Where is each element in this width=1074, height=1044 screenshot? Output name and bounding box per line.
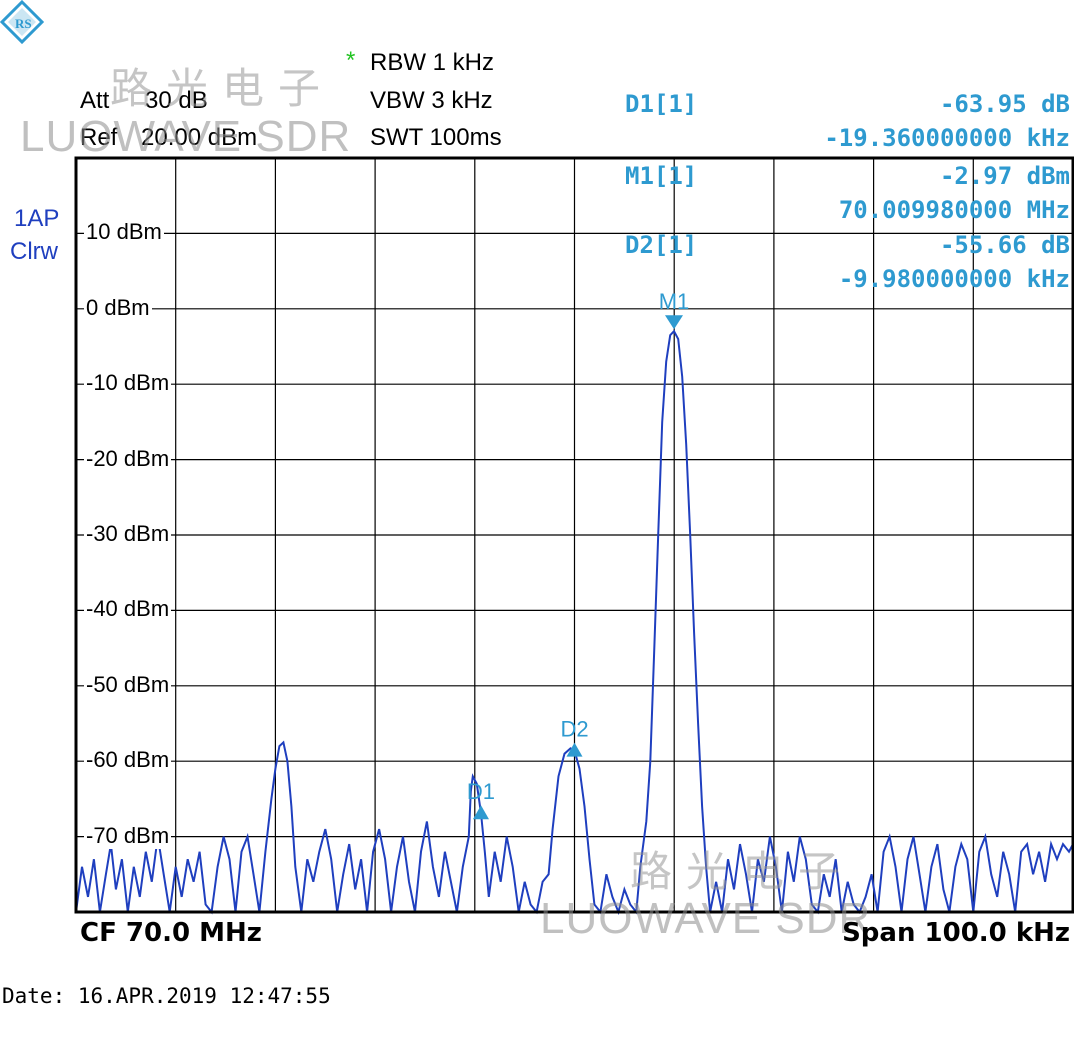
y-tick-label: -30 dBm: [84, 521, 172, 547]
d2-readout-freq: -9.980000000 kHz: [838, 265, 1070, 293]
y-tick-label: -10 dBm: [84, 370, 172, 397]
marker-d1-symbol: [472, 805, 489, 820]
d2-readout-value: -55.66 dB: [939, 231, 1070, 259]
marker-d2-label: D2: [560, 717, 588, 742]
y-tick-label: 10 dBm: [84, 219, 164, 246]
spectrum-trace: [75, 329, 1074, 916]
center-frequency: CF 70.0 MHz: [80, 918, 262, 948]
plot-border: [74, 156, 1074, 914]
d1-readout-freq: -19.360000000 kHz: [824, 124, 1070, 152]
y-tick-label: -20 dBm: [84, 445, 172, 472]
marker-layer: M1 D1 D2: [467, 289, 690, 820]
m1-readout-label: M1[1]: [625, 162, 698, 190]
marker-m1-label: M1: [659, 289, 690, 314]
y-tick-label: -60 dBm: [84, 747, 172, 774]
y-tick-label: 0 dBm: [84, 294, 152, 321]
d2-readout-label: D2[1]: [625, 231, 698, 259]
chart-grid: [76, 158, 1073, 912]
m1-readout-value: -2.97 dBm: [939, 162, 1070, 190]
span-setting: Span 100.0 kHz: [842, 918, 1070, 948]
ref-value: 20.00 dBm: [141, 124, 258, 151]
y-tick-label: -40 dBm: [84, 596, 172, 623]
att-value: 30 dB: [145, 87, 208, 114]
d1-readout-label: D1[1]: [625, 90, 698, 118]
att-label: Att: [80, 87, 110, 114]
y-tick-label: -50 dBm: [84, 671, 172, 698]
watermark-en-top: LUOWAVE SDR: [20, 112, 352, 161]
vbw-setting: VBW 3 kHz: [370, 87, 493, 114]
capture-date: Date: 16.APR.2019 12:47:55: [2, 984, 331, 1008]
svg-text:RS: RS: [15, 16, 32, 31]
trace-clrw-label: Clrw: [10, 238, 58, 265]
d1-readout-value: -63.95 dB: [939, 90, 1070, 118]
marker-d1-label: D1: [467, 779, 495, 804]
rbw-asterisk: *: [346, 47, 356, 74]
watermark-cn-bottom: 路光电子: [630, 847, 855, 896]
ref-label: Ref: [80, 124, 118, 151]
swt-setting: SWT 100ms: [370, 124, 502, 151]
marker-m1-symbol: [665, 315, 684, 330]
brand-logo: RS: [0, 0, 45, 45]
trace-mode-label: 1AP: [14, 205, 60, 232]
rbw-setting: RBW 1 kHz: [370, 49, 495, 76]
marker-d2-symbol: [566, 742, 583, 757]
y-tick-label: -70 dBm: [84, 822, 172, 849]
watermark-en-bottom: LUOWAVE SDR: [540, 894, 872, 943]
watermark-cn-top: 路光电子: [110, 64, 335, 113]
m1-readout-freq: 70.009980000 MHz: [838, 196, 1070, 224]
